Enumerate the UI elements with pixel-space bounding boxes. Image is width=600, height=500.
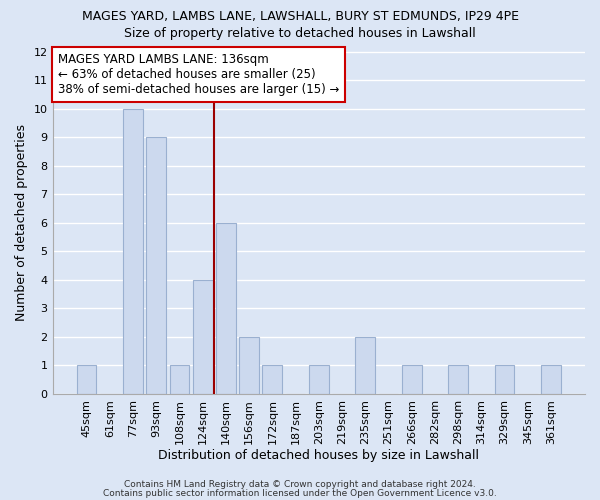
Bar xyxy=(262,366,282,394)
Text: MAGES YARD, LAMBS LANE, LAWSHALL, BURY ST EDMUNDS, IP29 4PE: MAGES YARD, LAMBS LANE, LAWSHALL, BURY S… xyxy=(82,10,518,23)
Text: Contains HM Land Registry data © Crown copyright and database right 2024.: Contains HM Land Registry data © Crown c… xyxy=(124,480,476,489)
Text: Size of property relative to detached houses in Lawshall: Size of property relative to detached ho… xyxy=(124,28,476,40)
Bar xyxy=(355,337,375,394)
Bar xyxy=(402,366,422,394)
X-axis label: Distribution of detached houses by size in Lawshall: Distribution of detached houses by size … xyxy=(158,450,479,462)
Bar xyxy=(123,108,143,394)
Text: Contains public sector information licensed under the Open Government Licence v3: Contains public sector information licen… xyxy=(103,488,497,498)
Bar xyxy=(193,280,212,394)
Bar xyxy=(146,137,166,394)
Bar xyxy=(448,366,468,394)
Bar xyxy=(77,366,97,394)
Bar xyxy=(541,366,561,394)
Bar xyxy=(216,222,236,394)
Bar xyxy=(170,366,190,394)
Bar xyxy=(239,337,259,394)
Text: MAGES YARD LAMBS LANE: 136sqm
← 63% of detached houses are smaller (25)
38% of s: MAGES YARD LAMBS LANE: 136sqm ← 63% of d… xyxy=(58,53,339,96)
Bar xyxy=(309,366,329,394)
Bar xyxy=(494,366,514,394)
Y-axis label: Number of detached properties: Number of detached properties xyxy=(15,124,28,321)
